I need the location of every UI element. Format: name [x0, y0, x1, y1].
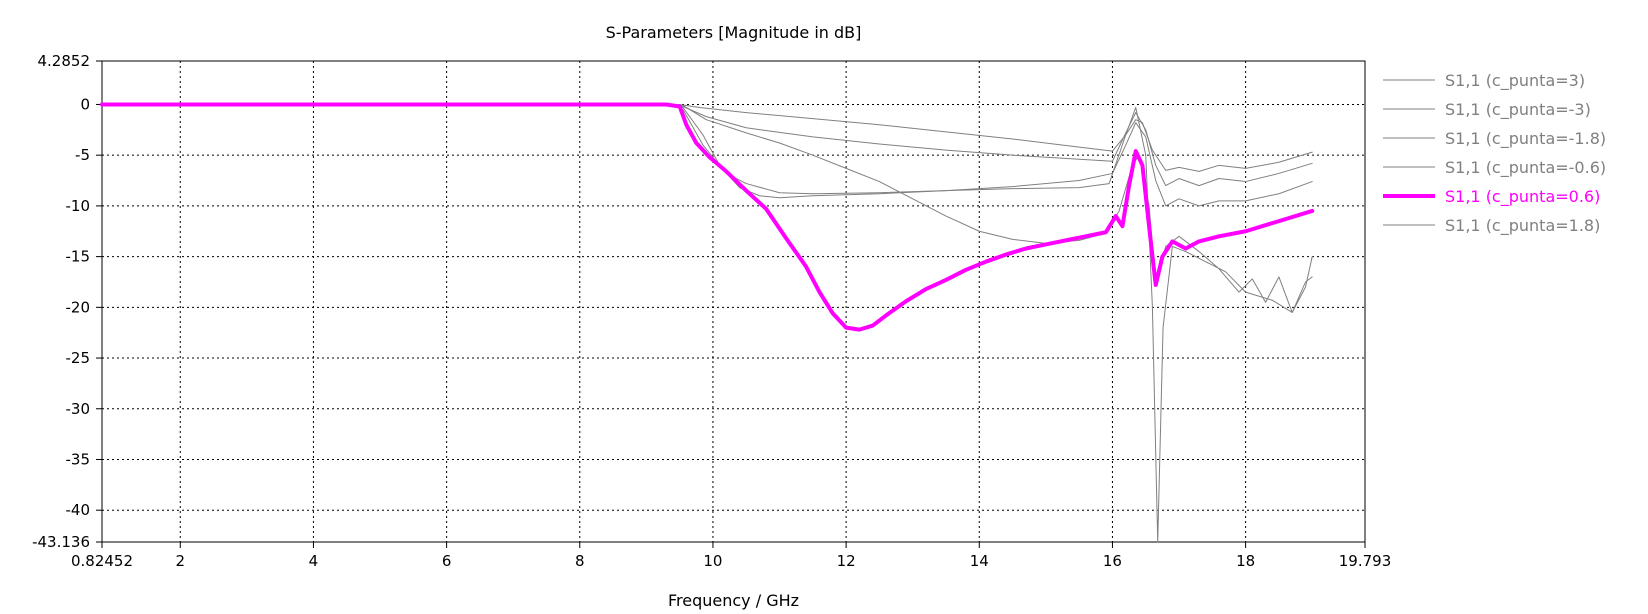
series-line — [101, 103, 1313, 313]
y-tick-label: -10 — [66, 197, 91, 215]
legend-entry-label[interactable]: S1,1 (c_punta=0.6) — [1445, 187, 1600, 207]
x-tick-label: 10 — [703, 552, 722, 570]
series-line — [101, 103, 1313, 207]
x-axis-label: Frequency / GHz — [668, 591, 799, 610]
legend-entry-label[interactable]: S1,1 (c_punta=1.8) — [1445, 216, 1600, 236]
x-axis-ticks: 0.82452 2 4 6 8 10 12 14 16 18 19.793 — [71, 542, 1391, 570]
x-tick-label: 19.793 — [1339, 552, 1392, 570]
x-tick-label: 8 — [575, 552, 585, 570]
x-tick-label: 0.82452 — [71, 552, 133, 570]
y-tick-label: -20 — [66, 298, 91, 316]
grid-lines — [102, 61, 1365, 542]
series-lines — [100, 102, 1315, 543]
x-tick-label: 18 — [1236, 552, 1255, 570]
series-line — [101, 103, 1313, 187]
plot-frame — [101, 60, 1366, 543]
x-tick-label: 14 — [970, 552, 989, 570]
x-tick-label: 6 — [442, 552, 452, 570]
legend[interactable]: S1,1 (c_punta=3) S1,1 (c_punta=-3) S1,1 (c… — [1383, 71, 1606, 236]
y-tick-label: -35 — [66, 450, 91, 468]
y-tick-label: 0 — [80, 95, 90, 113]
x-tick-label: 12 — [837, 552, 856, 570]
y-tick-label: -30 — [66, 400, 91, 418]
chart-title: S-Parameters [Magnitude in dB] — [606, 23, 862, 42]
y-tick-label: -40 — [66, 501, 91, 519]
series-line — [100, 102, 1315, 332]
y-axis-ticks: 4.2852 0 -5 -10 -15 -20 -25 -30 -35 -40 -43.136 — [32, 52, 102, 551]
x-tick-label: 2 — [175, 552, 185, 570]
y-tick-label: -43.136 — [32, 533, 90, 551]
y-tick-label: -15 — [66, 248, 91, 266]
y-tick-label: -25 — [66, 349, 91, 367]
y-tick-label: -5 — [75, 146, 90, 164]
x-tick-label: 4 — [309, 552, 319, 570]
x-tick-label: 16 — [1103, 552, 1122, 570]
series-line — [101, 103, 1313, 172]
legend-entry-label[interactable]: S1,1 (c_punta=3) — [1445, 71, 1585, 91]
y-tick-label: 4.2852 — [38, 52, 91, 70]
legend-entry-label[interactable]: S1,1 (c_punta=-1.8) — [1445, 129, 1606, 149]
legend-entry-label[interactable]: S1,1 (c_punta=-3) — [1445, 100, 1591, 120]
legend-entry-label[interactable]: S1,1 (c_punta=-0.6) — [1445, 158, 1606, 178]
